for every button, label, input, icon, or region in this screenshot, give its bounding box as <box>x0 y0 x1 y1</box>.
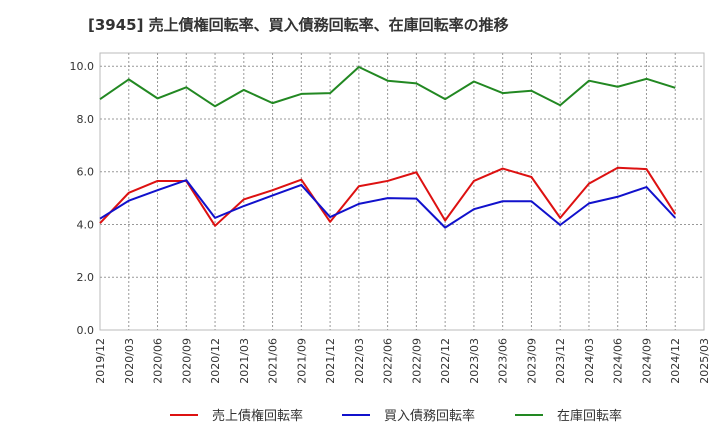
x-tick-label: 2023/06 <box>497 338 510 384</box>
x-tick-label: 2023/12 <box>554 338 567 384</box>
x-tick-label: 2021/12 <box>324 338 337 384</box>
legend-label-2: 買入債務回転率 <box>384 408 475 424</box>
series-line-1 <box>99 166 677 227</box>
x-tick-label: 2022/09 <box>410 338 423 384</box>
x-tick-label: 2019/12 <box>94 338 107 384</box>
horizontal-gridlines <box>100 65 704 278</box>
x-tick-label: 2021/09 <box>295 338 308 384</box>
legend-label-1: 売上債権回転率 <box>212 408 303 424</box>
x-tick-label: 2024/03 <box>583 338 596 384</box>
x-tick-label: 2023/09 <box>525 338 538 384</box>
x-tick-label: 2025/03 <box>698 338 711 384</box>
y-tick-label: 8.0 <box>77 113 95 126</box>
x-tick-label: 2022/03 <box>353 338 366 384</box>
x-tick-label: 2020/03 <box>123 338 136 384</box>
x-axis: 2019/12 2020/03 2020/06 2020/09 2020/12 2021/… <box>94 338 711 384</box>
x-tick-label: 2024/09 <box>640 338 653 384</box>
series-line-2 <box>99 179 676 229</box>
x-tick-label: 2024/12 <box>669 338 682 384</box>
y-tick-label: 10.0 <box>70 60 95 73</box>
x-tick-label: 2020/09 <box>180 338 193 384</box>
y-tick-label: 2.0 <box>77 271 95 284</box>
x-tick-label: 2020/12 <box>209 338 222 384</box>
plot-area <box>99 52 705 331</box>
y-axis: 0.0 2.0 4.0 6.0 8.0 10.0 <box>70 60 95 337</box>
series-line-3 <box>99 65 676 108</box>
x-tick-label: 2022/06 <box>382 338 395 384</box>
legend-label-3: 在庫回転率 <box>557 408 622 424</box>
y-tick-label: 4.0 <box>77 218 95 231</box>
x-tick-label: 2020/06 <box>152 338 165 384</box>
x-tick-label: 2021/06 <box>267 338 280 384</box>
y-tick-label: 0.0 <box>77 324 95 337</box>
y-tick-label: 6.0 <box>77 166 95 179</box>
series-lines <box>99 65 677 229</box>
x-tick-label: 2024/06 <box>612 338 625 384</box>
x-tick-label: 2022/12 <box>439 338 452 384</box>
x-tick-label: 2023/03 <box>468 338 481 384</box>
x-tick-label: 2021/03 <box>238 338 251 384</box>
legend: 売上債権回転率 買入債務回転率 在庫回転率 <box>170 408 622 424</box>
chart-title: [3945] 売上債権回転率、買入債務回転率、在庫回転率の推移 <box>88 16 509 34</box>
